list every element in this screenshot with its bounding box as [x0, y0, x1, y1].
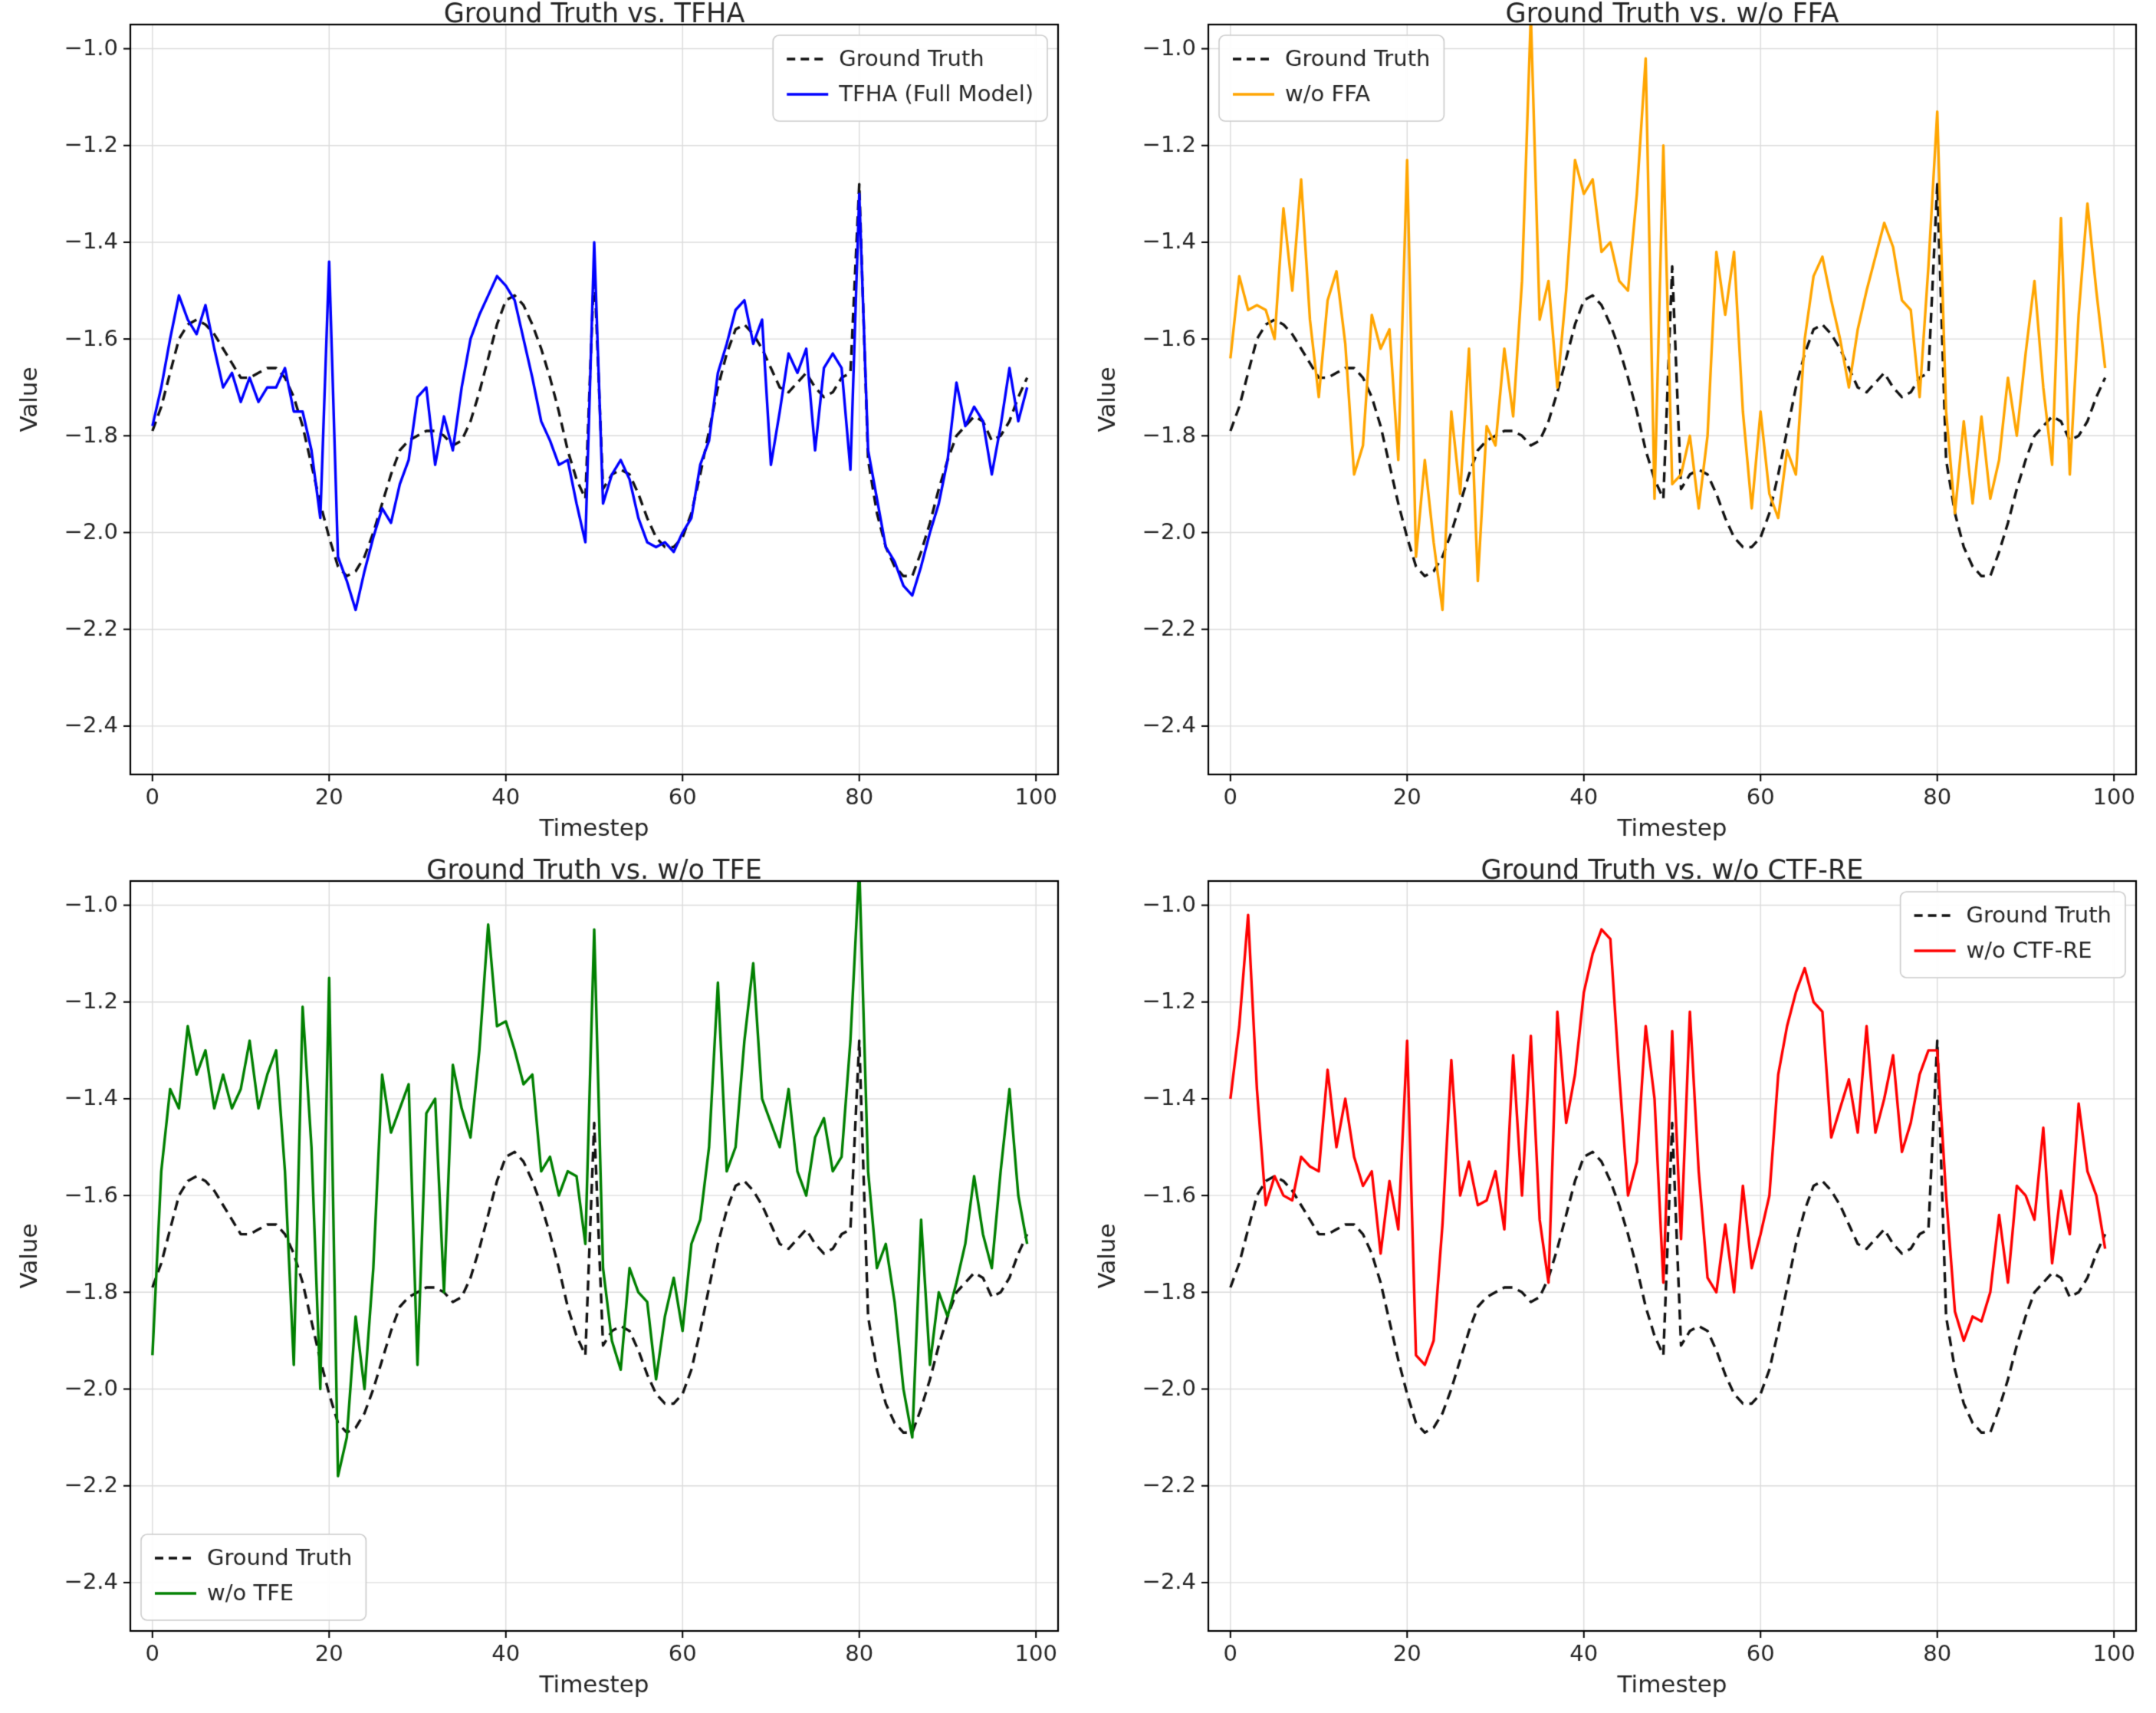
chart-wo-ctf-re-canvas: [1078, 856, 2156, 1713]
panel-wo-ctf-re: [1078, 856, 2156, 1713]
panel-wo-ffa: [1078, 0, 2156, 856]
panel-wo-tfe: [0, 856, 1078, 1713]
panel-tfha: [0, 0, 1078, 856]
chart-tfha-canvas: [0, 0, 1078, 856]
chart-wo-tfe-canvas: [0, 856, 1078, 1713]
chart-wo-ffa-canvas: [1078, 0, 2156, 856]
